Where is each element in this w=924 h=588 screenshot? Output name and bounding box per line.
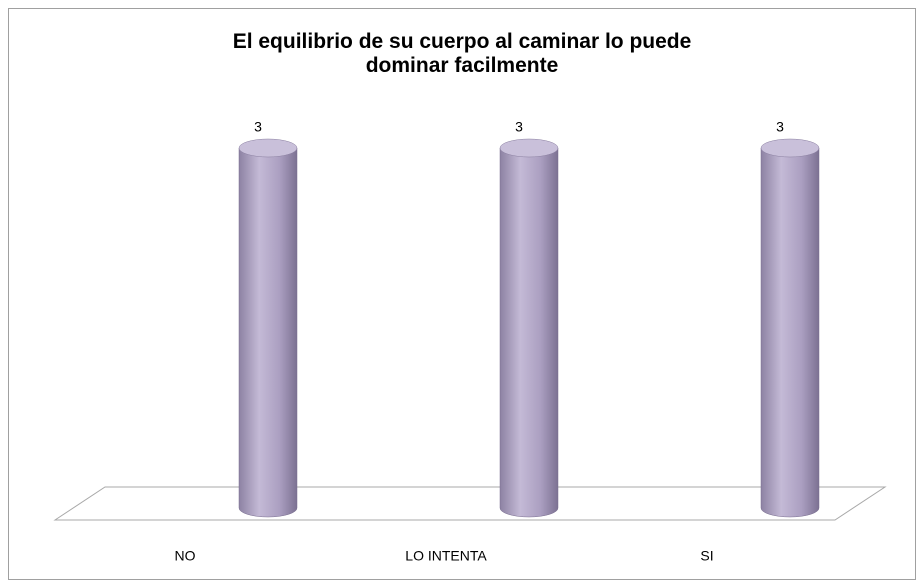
data-label: 3	[776, 119, 784, 135]
data-label: 3	[254, 119, 262, 135]
data-label: 3	[515, 119, 523, 135]
cylinder-body	[238, 147, 298, 518]
x-tick-label: LO INTENTA	[405, 548, 487, 564]
cylinder-body	[760, 147, 820, 518]
floor	[53, 486, 887, 521]
chart-title: El equilibrio de su cuerpo al caminar lo…	[232, 30, 692, 77]
cylinder-top	[499, 138, 559, 158]
x-tick-label: NO	[175, 548, 196, 564]
x-tick-label: SI	[700, 548, 713, 564]
cylinder-top	[238, 138, 298, 158]
cylinder-body	[499, 147, 559, 518]
cylinder-top	[760, 138, 820, 158]
